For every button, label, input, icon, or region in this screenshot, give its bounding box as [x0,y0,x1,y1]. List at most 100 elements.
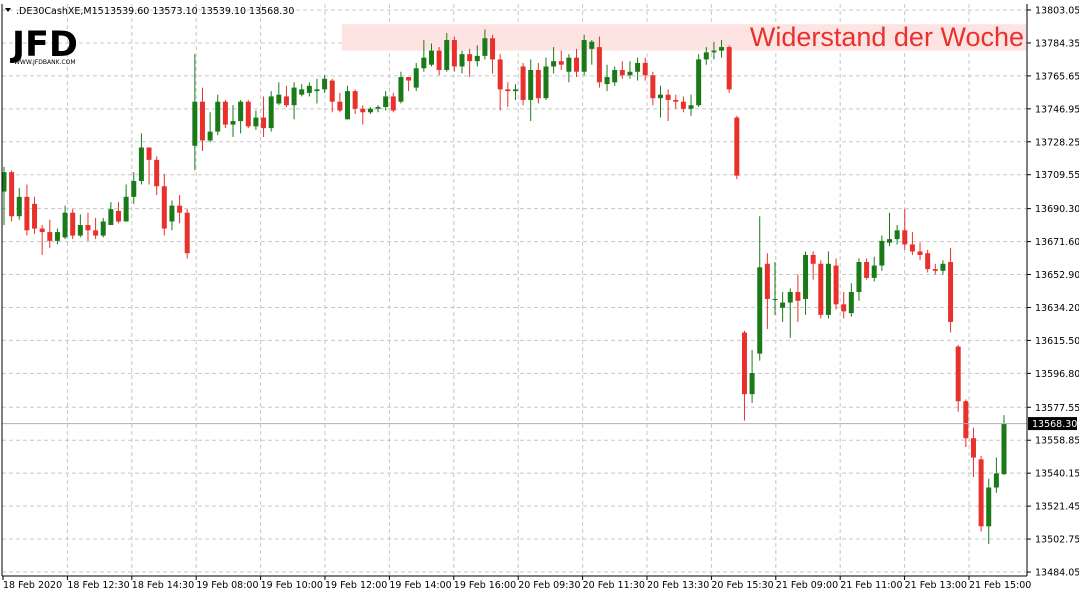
candle-body [726,47,732,90]
candle [703,47,709,65]
candle [505,82,511,107]
candle-body [474,55,480,62]
candle-body [978,459,984,527]
y-tick-label: 13577.55 [1035,403,1079,414]
candle [543,57,549,100]
candle [345,85,351,120]
candle [16,188,22,220]
candle [306,82,312,97]
candle-body [520,66,526,100]
candle-body [825,263,831,315]
candle-body [596,47,602,83]
x-tick-label: 18 Feb 12:30 [67,580,129,591]
candle [337,92,343,113]
candle [375,105,381,113]
candle-body [77,225,83,236]
candle-body [62,212,68,238]
y-tick-label: 13803.05 [1035,6,1079,17]
candle-body [306,85,312,93]
candle-body [871,265,877,278]
candle [734,115,740,180]
candle [406,77,412,92]
x-tick-label: 20 Feb 11:30 [583,580,645,591]
candle-body [482,38,488,56]
candle [596,36,602,88]
candle [436,47,442,76]
candle-body [749,373,755,395]
logo-text: JFD [10,25,78,65]
candle-body [428,50,434,65]
candle [856,258,862,301]
candle [803,251,809,315]
candle-body [970,438,976,458]
candle [657,85,663,118]
candle [100,217,106,238]
candle-body [886,239,892,243]
ohlc-values: 13539.60 13573.10 13539.10 13568.30 [104,6,294,17]
candle-body [734,117,740,176]
candle [322,75,328,93]
candle-body [986,487,992,527]
candle-body [772,299,778,301]
candle-body [757,267,763,354]
candle-body [680,101,686,109]
candle [85,212,91,241]
symbol-label: .DE30CashXE,M15 [16,6,104,17]
candle [222,99,228,129]
candle-body [215,101,221,132]
candle [810,251,816,280]
candle [123,184,129,222]
candle-body [451,40,457,67]
candle-body [505,89,511,92]
candle [665,89,671,122]
candle-body [329,80,335,102]
x-tick-label: 19 Feb 08:00 [196,580,258,591]
candle [581,34,587,76]
candle-body [16,196,22,217]
candle [635,57,641,81]
candle [299,84,305,97]
candle [390,92,396,113]
x-tick-label: 20 Feb 09:30 [518,580,580,591]
candle-body [85,225,91,231]
candle-body [146,147,152,160]
candle [993,457,999,493]
candle [711,41,717,60]
candle [383,91,389,111]
candle [848,283,854,317]
candle-body [116,210,122,222]
candle [230,105,236,137]
candle-body [406,77,412,81]
dropdown-triangle-icon[interactable] [5,8,11,12]
candle [917,242,923,261]
candle [886,212,892,247]
candle-body [909,244,915,252]
candle-body [253,117,259,127]
candle-body [154,159,160,187]
candle [146,147,152,185]
candle [169,200,175,231]
candle-body [390,96,396,111]
candle [864,258,870,280]
grid [2,4,1027,576]
candle-body [444,40,450,70]
candle-body [818,263,824,315]
candle-body [619,69,625,76]
candle-body [467,54,473,62]
resistance-annotation: Widerstand der Woche [750,22,1024,52]
candle-body [574,57,580,72]
candle-body [795,291,801,301]
candle-body [566,57,572,72]
candle [696,54,702,107]
candle-body [787,291,793,303]
y-tick-label: 13709.55 [1035,170,1079,181]
candle [192,54,198,171]
candle-body [100,221,106,236]
y-tick-label: 13634.20 [1035,303,1079,314]
candle [421,40,427,72]
y-tick-label: 13784.35 [1035,38,1079,49]
candle [818,260,824,319]
candle-body [642,62,648,76]
candles [1,29,1007,544]
